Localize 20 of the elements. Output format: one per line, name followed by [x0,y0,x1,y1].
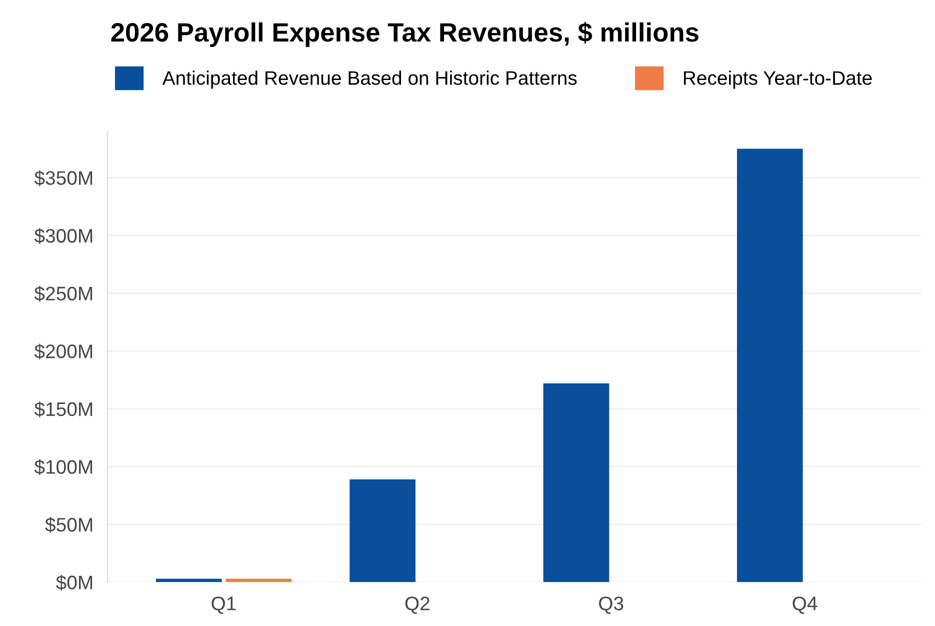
y-tick-label: $50M [45,517,92,533]
y-tick-label: $150M [34,401,92,418]
legend-label: Receipts Year-to-Date [684,70,872,89]
x-tick-label: Q3 [599,596,624,614]
x-tick-label: Q4 [792,596,818,614]
y-tick-label: $300M [34,228,92,244]
x-tick-label: Q2 [405,596,430,614]
y-tick-label: $200M [34,344,92,360]
chart-title: 2026 Payroll Expense Tax Revenues, $ millions [111,22,698,47]
bar [156,578,222,582]
x-tick-label: Q1 [212,596,236,614]
bar [226,578,292,582]
bar [350,479,416,582]
legend-label: Anticipated Revenue Based on Historic Patterns [162,70,577,89]
bar [543,383,610,582]
y-tick-label: $100M [34,459,92,476]
y-tick-label: $350M [34,170,92,186]
y-tick-label: $0M [56,574,92,591]
y-tick-label: $250M [34,286,92,302]
bar [736,148,803,582]
